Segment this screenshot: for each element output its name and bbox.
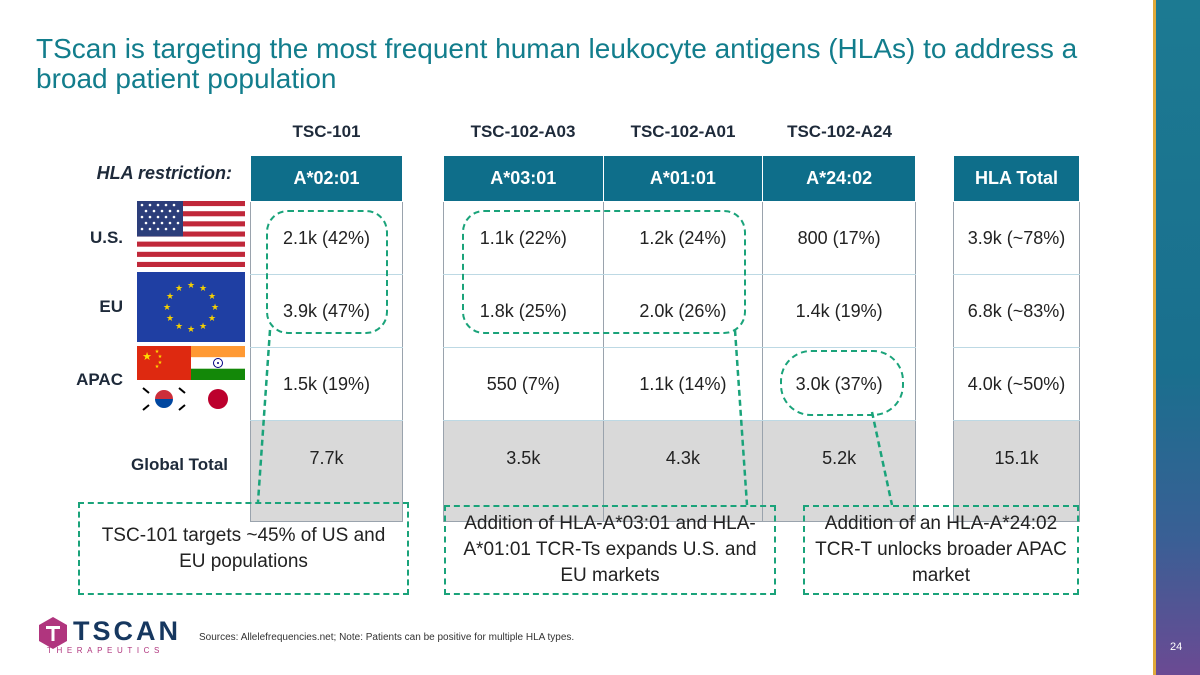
svg-text:★: ★: [199, 284, 207, 294]
svg-text:★: ★: [187, 325, 195, 335]
cell-apac-a0101: 1.1k (14%): [602, 347, 764, 421]
svg-text:★: ★: [163, 303, 171, 313]
cell-eu-a2402: 1.4k (19%): [762, 274, 916, 348]
product-header-tsc-102-a03: TSC-102-A03: [470, 122, 576, 141]
svg-text:★: ★: [166, 292, 174, 302]
hla-total-header: HLA Total: [953, 155, 1080, 202]
japan-flag-icon: [191, 382, 245, 416]
highlight-a2402-apac: [780, 350, 904, 416]
svg-text:★: ★: [158, 354, 163, 360]
logo-tagline: THERAPEUTICS: [47, 646, 164, 655]
cell-global-a0201: 7.7k: [250, 420, 403, 522]
sidebar-accent-line: [1153, 0, 1156, 675]
hla-restriction-label: HLA restriction:: [96, 163, 232, 183]
svg-text:★: ★: [211, 303, 219, 313]
cell-us-a0301: 1.1k (22%): [443, 201, 604, 275]
hla-header-a0201: A*02:01: [250, 155, 403, 202]
product-header-tsc-101: TSC-101: [292, 122, 361, 141]
china-flag-icon: ★ ★★ ★★: [137, 346, 191, 380]
highlight-tsc-101-us-eu: [266, 210, 388, 334]
cell-apac-a0201: 1.5k (19%): [250, 347, 403, 421]
page-title: TScan is targeting the most frequent hum…: [36, 33, 1078, 94]
logo-wordmark: TSCAN: [73, 616, 181, 646]
logo-hexagon-icon: [39, 617, 67, 649]
svg-text:★: ★: [208, 314, 216, 324]
cell-us-a2402: 800 (17%): [762, 201, 916, 275]
svg-text:★: ★: [208, 292, 216, 302]
svg-text:★: ★: [155, 349, 160, 355]
svg-text:★: ★: [175, 322, 183, 332]
sidebar-band: [1156, 0, 1200, 675]
svg-text:★: ★: [175, 284, 183, 294]
product-header-tsc-102-a01: TSC-102-A01: [630, 122, 736, 141]
sources-footnote: Sources: Allelefrequencies.net; Note: Pa…: [199, 632, 575, 643]
cell-eu-total: 6.8k (~83%): [953, 274, 1080, 348]
svg-text:★: ★: [142, 350, 152, 363]
callout-tsc-102-us-eu: Addition of HLA-A*03:01 and HLA-A*01:01 …: [444, 505, 776, 595]
row-label-global-total: Global Total: [131, 455, 228, 474]
india-flag-icon: [191, 346, 245, 380]
page-number: 24: [1170, 641, 1183, 653]
cell-apac-a0301: 550 (7%): [443, 347, 604, 421]
hla-header-a2402: A*24:02: [762, 155, 916, 202]
tscan-logo: TSCAN THERAPEUTICS: [36, 614, 196, 658]
callout-a2402-apac: Addition of an HLA-A*24:02 TCR-T unlocks…: [803, 505, 1079, 595]
svg-text:★: ★: [155, 364, 160, 370]
cell-apac-total: 4.0k (~50%): [953, 347, 1080, 421]
eu-flag-icon: ★ ★★★ ★★★★ ★★★★: [137, 272, 245, 342]
svg-text:★: ★: [199, 322, 207, 332]
svg-text:★: ★: [166, 314, 174, 324]
highlight-tsc-102-us-eu: [462, 210, 746, 334]
svg-text:★: ★: [158, 360, 163, 366]
svg-text:★: ★: [187, 281, 195, 291]
row-label-us: U.S.: [89, 228, 123, 247]
hla-header-a0101: A*01:01: [602, 155, 764, 202]
cell-eu-a0301: 1.8k (25%): [443, 274, 604, 348]
callout-tsc-101: TSC-101 targets ~45% of US and EU popula…: [78, 502, 409, 595]
row-label-eu: EU: [99, 297, 123, 316]
us-flag-icon: [137, 201, 245, 267]
korea-flag-icon: [137, 382, 191, 416]
hla-header-a0301: A*03:01: [443, 155, 604, 202]
row-label-apac: APAC: [76, 370, 123, 389]
cell-eu-a0101: 2.0k (26%): [602, 274, 764, 348]
product-header-tsc-102-a24: TSC-102-A24: [787, 122, 892, 141]
table-hla-total: HLA Total 3.9k (~78%) 6.8k (~83%) 4.0k (…: [953, 155, 1080, 522]
